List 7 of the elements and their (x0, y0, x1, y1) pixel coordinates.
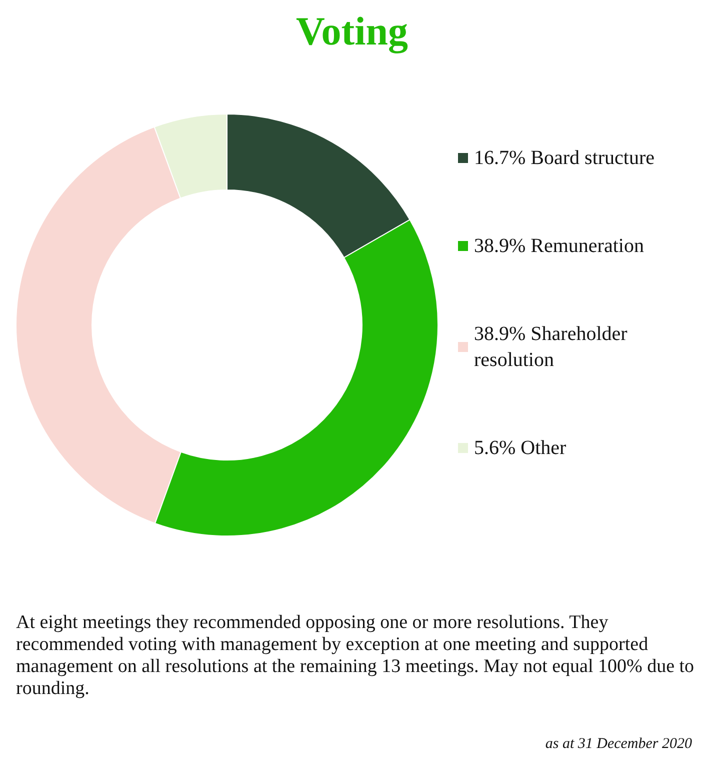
legend-label: 5.6% Other (474, 437, 567, 459)
legend-label: 16.7% Board structure (474, 147, 655, 169)
chart-title: Voting (296, 8, 408, 54)
legend-label: 38.9% Remuneration (474, 235, 644, 257)
text: At eight meetings they recommended opposing one or more resolutions. They recommended voting with management by exception at one meeting and supported management on all resolutions at the remaining 13 meetings. May not equal 100% due to rounding. (16, 612, 696, 700)
text: as at 31 December 2020 (545, 736, 692, 753)
legend-label: 38.9% Shareholder resolution (474, 323, 632, 371)
